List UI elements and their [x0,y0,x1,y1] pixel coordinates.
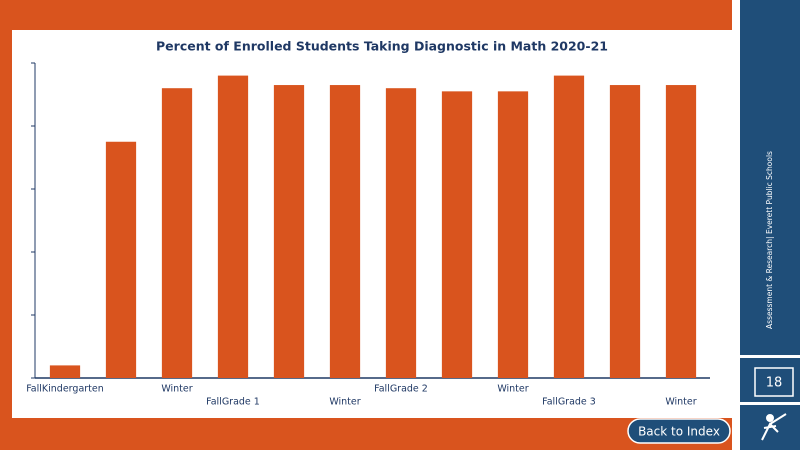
bar [49,365,81,378]
bar [553,75,585,378]
x-tick-label: Winter [161,384,192,395]
bar [441,91,473,378]
bar [385,88,417,378]
sidebar [740,0,800,355]
bar [329,85,361,379]
back-button-label[interactable]: Back to Index [638,425,720,439]
x-tick-label: FallKindergarten [26,384,104,395]
divider [732,0,740,450]
x-tick-label: Winter [665,397,696,408]
page-number: 18 [766,376,783,391]
x-tick-label: Winter [329,397,360,408]
chart-title: Percent of Enrolled Students Taking Diag… [156,39,608,54]
back-button-shape[interactable] [627,418,731,444]
bar [609,85,641,379]
bar [217,75,249,378]
sidebar-text: Assessment & Research| Everett Public Sc… [765,151,774,329]
bar [665,85,697,379]
x-tick-label: FallGrade 2 [374,384,428,395]
x-tick-label: Winter [497,384,528,395]
bar [105,141,137,378]
bar [497,91,529,378]
bar [273,85,305,379]
page-frame [754,367,794,397]
logo [761,413,787,441]
x-tick-label: FallGrade 1 [206,397,260,408]
bar [161,88,193,378]
x-tick-label: FallGrade 3 [542,397,596,408]
back-button[interactable]: Back to Index [627,418,731,444]
